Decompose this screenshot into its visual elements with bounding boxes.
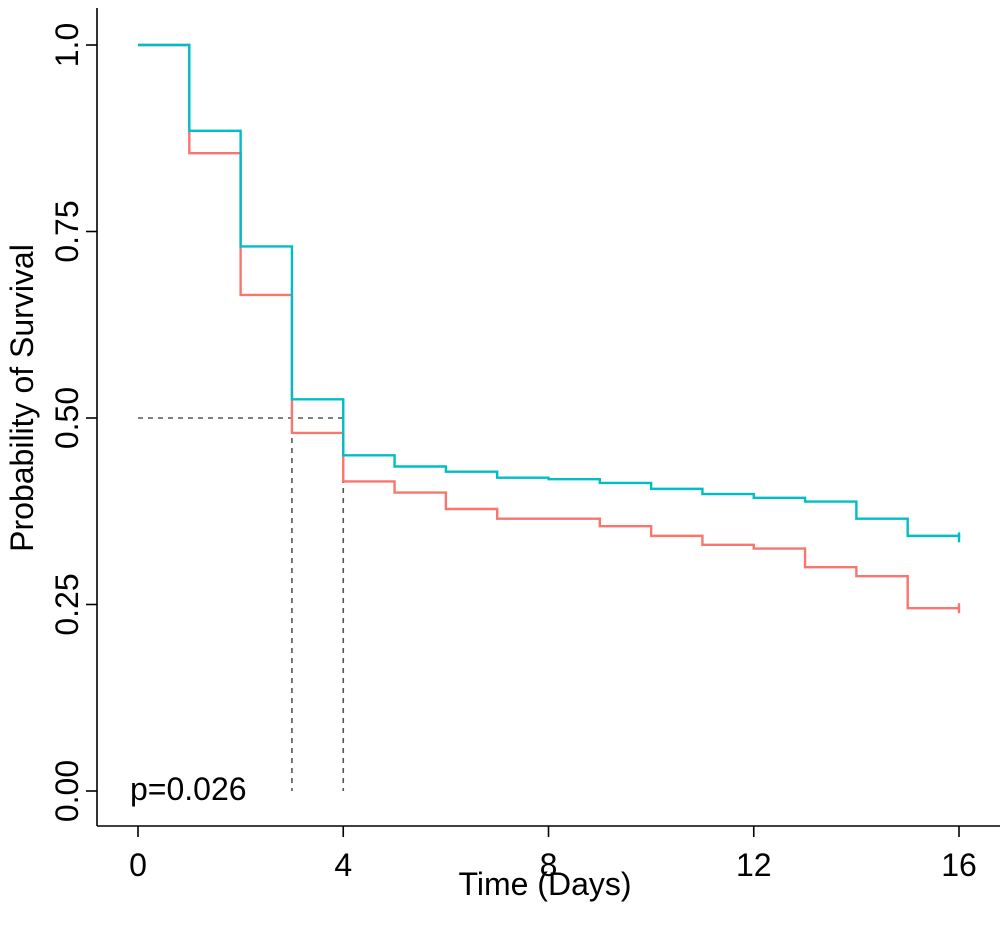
p-value-annotation: p=0.026 [130, 771, 247, 807]
y-tick-label-1.0: 1.0 [49, 23, 85, 67]
series-line-group-teal [138, 43, 961, 538]
x-tick-label-8: 8 [540, 847, 558, 883]
median-reference-lines [138, 417, 345, 791]
series-line-group-red [138, 43, 959, 610]
y-tick-label-0.00: 0.00 [49, 760, 85, 822]
y-tick-label-0.75: 0.75 [49, 200, 85, 262]
x-tick-label-0: 0 [129, 847, 147, 883]
series-layer [138, 43, 961, 614]
y-tick-label-0.25: 0.25 [49, 573, 85, 635]
y-ticks: 0.00 0.25 0.50 0.75 1.0 [49, 23, 97, 822]
x-ticks: 0 4 8 12 16 [129, 826, 977, 883]
y-tick-label-0.50: 0.50 [49, 387, 85, 449]
y-axis-title: Probability of Survival [4, 244, 40, 552]
x-tick-label-12: 12 [736, 847, 772, 883]
x-tick-label-4: 4 [334, 847, 352, 883]
x-axis-title: Time (Days) [458, 866, 631, 902]
x-tick-label-16: 16 [941, 847, 977, 883]
